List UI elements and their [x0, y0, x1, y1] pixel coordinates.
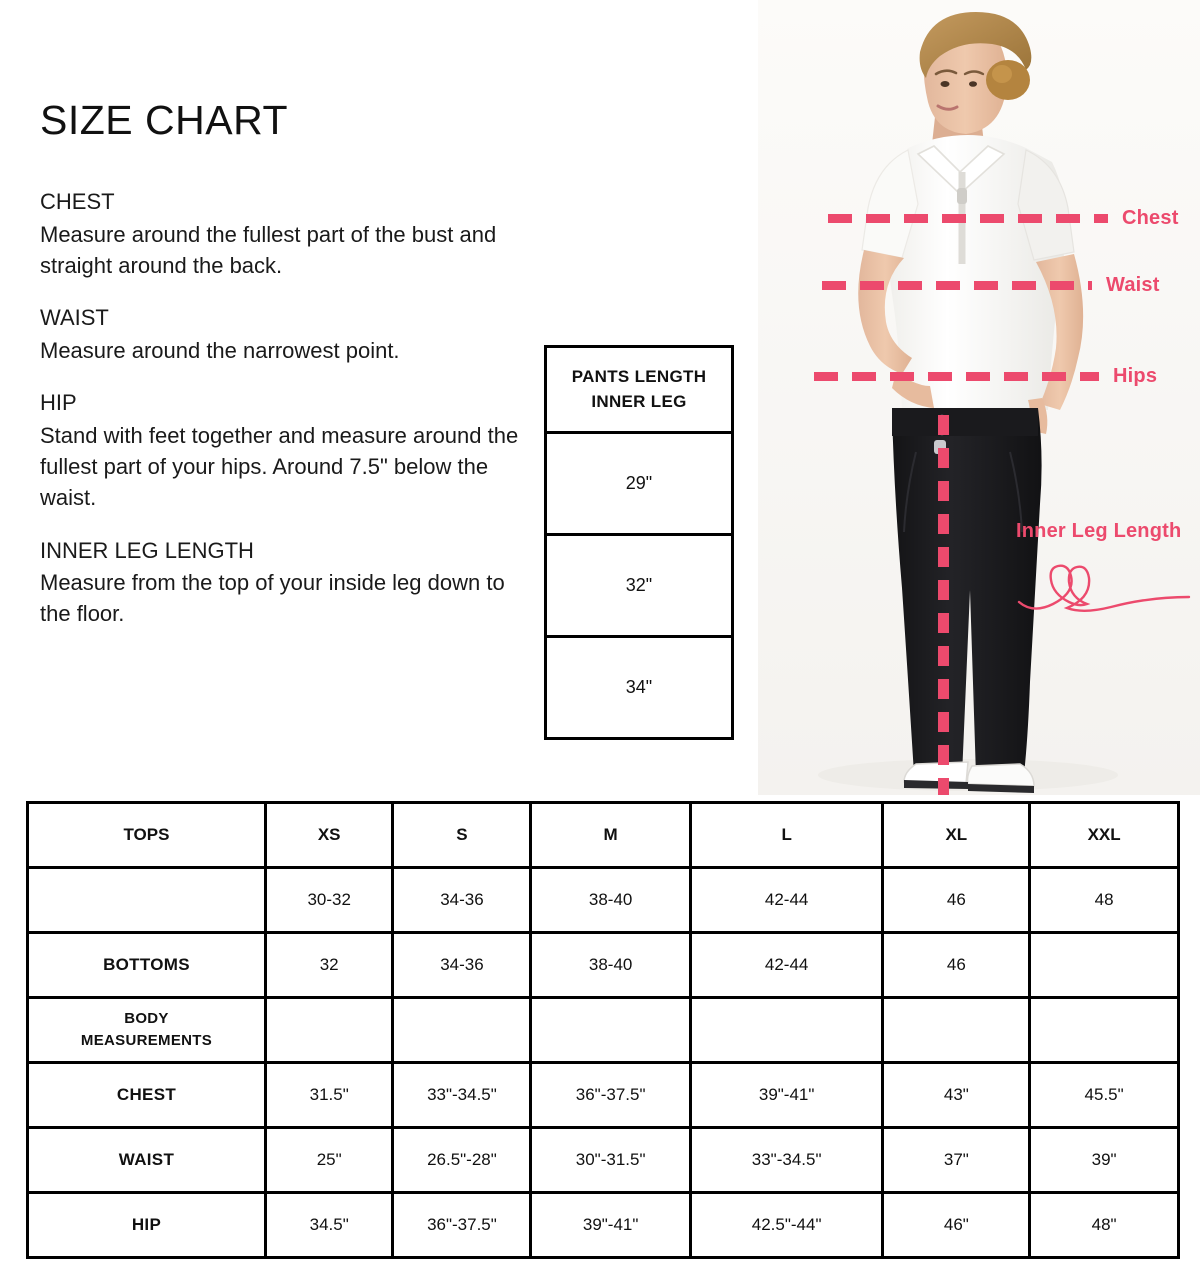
waist-dash-line	[822, 280, 1092, 290]
cell-chest-xxl: 45.5"	[1028, 1061, 1180, 1129]
chest-marker-label: Chest	[1122, 206, 1179, 229]
pants-table-header-row: PANTS LENGTH INNER LEG	[544, 344, 734, 435]
cell-waist-m: 30"-31.5"	[529, 1126, 692, 1194]
inner-leg-dash-line	[938, 415, 949, 795]
row-label-hip: HIP	[26, 1191, 267, 1259]
pants-header-line-1: PANTS LENGTH	[571, 367, 707, 386]
cell-tops-l: 42-44	[688, 866, 885, 934]
cell-body-xl	[881, 996, 1032, 1064]
column-header-xs: XS	[263, 801, 395, 869]
pants-length-value: 29"	[544, 431, 734, 537]
cell-tops-xs: 30-32	[263, 866, 395, 934]
row-label-waist: WAIST	[26, 1126, 267, 1194]
size-table-header-row: TOPS XS S M L XL XXL	[26, 801, 1180, 869]
cell-hip-s: 36"-37.5"	[391, 1191, 533, 1259]
row-label-body-measurements: BODY MEASUREMENTS	[26, 996, 267, 1064]
cell-bottoms-m: 38-40	[529, 931, 692, 999]
cell-body-l	[688, 996, 885, 1064]
pants-header-line-2: INNER LEG	[591, 391, 687, 411]
cell-body-xxl	[1028, 996, 1180, 1064]
cell-body-s	[391, 996, 533, 1064]
cell-tops-s: 34-36	[391, 866, 533, 934]
cell-chest-s: 33"-34.5"	[391, 1061, 533, 1129]
table-row: WAIST 25" 26.5"-28" 30"-31.5" 33"-34.5" …	[26, 1126, 1180, 1194]
cell-chest-xl: 43"	[881, 1061, 1032, 1129]
table-row: CHEST 31.5" 33"-34.5" 36"-37.5" 39"-41" …	[26, 1061, 1180, 1129]
cell-hip-m: 39"-41"	[529, 1191, 692, 1259]
measurement-guide-panel: SIZE CHART CHEST Measure around the full…	[40, 97, 520, 652]
cell-bottoms-xs: 32	[263, 931, 395, 999]
cell-hip-l: 42.5"-44"	[688, 1191, 885, 1259]
row-label-tops-sizes	[26, 866, 267, 934]
cell-tops-xxl: 48	[1028, 866, 1180, 934]
cell-waist-xs: 25"	[263, 1126, 395, 1194]
cell-tops-xl: 46	[881, 866, 1032, 934]
cell-bottoms-xl: 46	[881, 931, 1032, 999]
cell-hip-xl: 46"	[881, 1191, 1032, 1259]
pants-length-table: PANTS LENGTH INNER LEG 29" 32" 34"	[544, 344, 734, 741]
cell-chest-m: 36"-37.5"	[529, 1061, 692, 1129]
chest-dash-line	[828, 213, 1108, 223]
cell-bottoms-l: 42-44	[688, 931, 885, 999]
guide-term-hip: HIP	[40, 390, 77, 416]
guide-item-waist: WAIST Measure around the narrowest point…	[40, 303, 520, 366]
pants-table-header-cell: PANTS LENGTH INNER LEG	[544, 344, 734, 435]
model-photo-panel: Chest Waist Hips Inner Leg Length	[758, 0, 1200, 795]
column-header-xxl: XXL	[1028, 801, 1180, 869]
hips-marker: Hips	[758, 363, 1200, 389]
cell-chest-l: 39"-41"	[688, 1061, 885, 1129]
row-label-chest: CHEST	[26, 1061, 267, 1129]
row-label-bottoms: BOTTOMS	[26, 931, 267, 999]
cell-bottoms-xxl	[1028, 931, 1180, 999]
cell-chest-xs: 31.5"	[263, 1061, 395, 1129]
guide-desc-hip: Stand with feet together and measure aro…	[40, 422, 519, 511]
guide-term-inner-leg-length: INNER LEG LENGTH	[40, 537, 254, 563]
guide-desc-inner-leg-length: Measure from the top of your inside leg …	[40, 570, 505, 627]
guide-item-chest: CHEST Measure around the fullest part of…	[40, 187, 520, 281]
cell-tops-m: 38-40	[529, 866, 692, 934]
cell-bottoms-s: 34-36	[391, 931, 533, 999]
pants-table-row: 32"	[544, 533, 734, 639]
size-table: TOPS XS S M L XL XXL 30-32 34-36 38-40 4…	[26, 801, 1180, 1259]
table-row: BODY MEASUREMENTS	[26, 996, 1180, 1064]
cell-body-m	[529, 996, 692, 1064]
guide-desc-waist: Measure around the narrowest point.	[40, 337, 400, 363]
inner-leg-length-label: Inner Leg Length	[1016, 520, 1182, 542]
body-measurements-line-2: MEASUREMENTS	[80, 1032, 213, 1049]
cell-body-xs	[263, 996, 395, 1064]
hips-dash-line	[814, 371, 1099, 381]
guide-item-inner-leg-length: INNER LEG LENGTH Measure from the top of…	[40, 536, 520, 630]
pants-table-row: 34"	[544, 635, 734, 741]
hips-marker-label: Hips	[1113, 364, 1158, 387]
column-header-tops: TOPS	[26, 801, 267, 869]
cell-hip-xs: 34.5"	[263, 1191, 395, 1259]
guide-term-waist: WAIST	[40, 305, 109, 331]
page-title: SIZE CHART	[40, 97, 288, 143]
chest-marker: Chest	[758, 205, 1200, 231]
body-measurements-line-1: BODY	[124, 1009, 169, 1027]
cell-waist-xl: 37"	[881, 1126, 1032, 1194]
waist-marker: Waist	[758, 272, 1200, 298]
model-photo-figure	[758, 0, 1200, 795]
table-row: 30-32 34-36 38-40 42-44 46 48	[26, 866, 1180, 934]
cell-waist-s: 26.5"-28"	[391, 1126, 533, 1194]
pants-table-row: 29"	[544, 431, 734, 537]
guide-desc-chest: Measure around the fullest part of the b…	[40, 221, 497, 279]
column-header-m: M	[529, 801, 692, 869]
cell-waist-xxl: 39"	[1028, 1126, 1180, 1194]
column-header-l: L	[688, 801, 885, 869]
pants-length-value: 34"	[544, 635, 734, 741]
pants-length-value: 32"	[544, 533, 734, 639]
guide-term-chest: CHEST	[40, 189, 115, 215]
cell-waist-l: 33"-34.5"	[688, 1126, 885, 1194]
table-row: HIP 34.5" 36"-37.5" 39"-41" 42.5"-44" 46…	[26, 1191, 1180, 1259]
table-row: BOTTOMS 32 34-36 38-40 42-44 46	[26, 931, 1180, 999]
waist-marker-label: Waist	[1106, 273, 1160, 296]
column-header-s: S	[391, 801, 533, 869]
column-header-xl: XL	[881, 801, 1032, 869]
guide-item-hip: HIP Stand with feet together and measure…	[40, 388, 520, 513]
cell-hip-xxl: 48"	[1028, 1191, 1180, 1259]
heart-swirl-icon	[1017, 564, 1191, 612]
